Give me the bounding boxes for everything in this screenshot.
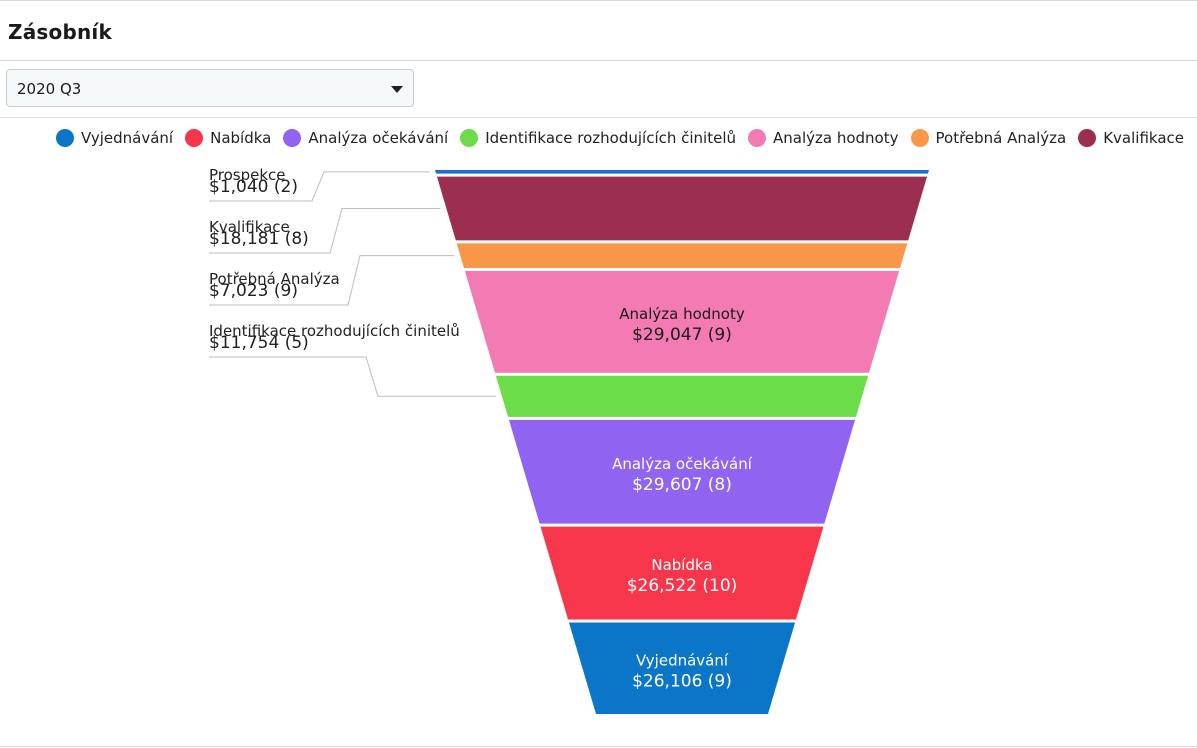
panel-bottom-border xyxy=(0,746,1197,747)
funnel-segment-name: Vyjednávání xyxy=(636,651,729,669)
legend-label: Nabídka xyxy=(210,129,272,147)
funnel-segment-value: $26,522 (10) xyxy=(627,576,738,596)
funnel-outside-label-value: $7,023 (9) xyxy=(209,281,298,301)
legend-item[interactable]: Analýza očekávání xyxy=(283,129,448,147)
legend-circle-icon xyxy=(185,129,204,147)
legend-item[interactable]: Identifikace rozhodujících činitelů xyxy=(460,129,736,147)
funnel-outside-label-value: $11,754 (5) xyxy=(209,333,309,353)
funnel-segment[interactable] xyxy=(540,526,824,620)
legend-label: Vyjednávání xyxy=(81,129,174,147)
legend-item[interactable]: Nabídka xyxy=(185,129,271,147)
period-select[interactable]: 2020 Q3 xyxy=(6,69,414,107)
legend-label: Kvalifikace xyxy=(1103,129,1184,147)
legend-circle-icon xyxy=(283,129,302,147)
panel-top-border xyxy=(0,0,1197,1)
funnel-outside-label-value: $18,181 (8) xyxy=(209,229,309,249)
funnel-outside-label-name: Prospekce xyxy=(209,166,286,184)
page-title: Zásobník xyxy=(8,20,112,44)
legend-item[interactable]: Potřebná Analýza xyxy=(910,129,1067,147)
period-select-value: 2020 Q3 xyxy=(17,80,82,98)
funnel-segment[interactable] xyxy=(508,419,856,524)
chart-legend: Vyjednávání Nabídka Analýza očekávání Ident… xyxy=(56,129,1196,153)
funnel-segment-name: Nabídka xyxy=(651,556,712,574)
legend-label: Identifikace rozhodujících činitelů xyxy=(485,129,736,147)
funnel-outside-label-name: Potřebná Analýza xyxy=(209,270,340,288)
label-leader-line xyxy=(209,171,430,202)
funnel-segment-value: $29,607 (8) xyxy=(632,475,732,495)
filter-bar: 2020 Q3 xyxy=(0,61,1197,118)
chevron-down-icon[interactable] xyxy=(391,86,403,93)
label-leader-line xyxy=(209,255,455,306)
legend-circle-icon xyxy=(910,129,929,147)
legend-circle-icon xyxy=(460,129,479,147)
legend-item[interactable]: Vyjednávání xyxy=(56,129,173,147)
funnel-segment[interactable] xyxy=(568,622,796,714)
legend-label: Analýza hodnoty xyxy=(773,129,899,147)
panel-header: Zásobník xyxy=(0,1,1197,61)
legend-circle-icon xyxy=(56,129,74,147)
funnel-segment-value: $29,047 (9) xyxy=(632,325,732,345)
funnel-segment-name: Analýza očekávání xyxy=(612,455,753,473)
legend-circle-icon xyxy=(1078,129,1097,147)
funnel-segment-name: Analýza hodnoty xyxy=(619,305,745,323)
label-leader-line xyxy=(209,207,441,254)
funnel-segment[interactable] xyxy=(464,270,900,373)
legend-label: Potřebná Analýza xyxy=(935,129,1067,147)
funnel-segment[interactable] xyxy=(456,243,908,268)
legend-item[interactable]: Analýza hodnoty xyxy=(748,129,899,147)
funnel-segment[interactable] xyxy=(495,375,869,417)
label-leader-line xyxy=(209,356,496,397)
funnel-segment[interactable] xyxy=(435,170,929,174)
legend-label: Analýza očekávání xyxy=(308,129,449,147)
funnel-outside-label-value: $1,040 (2) xyxy=(209,177,298,197)
funnel-outside-label-name: Identifikace rozhodujících činitelů xyxy=(209,322,460,340)
funnel-outside-label-name: Kvalifikace xyxy=(209,218,290,236)
legend-circle-icon xyxy=(748,129,766,147)
funnel-segment-value: $26,106 (9) xyxy=(632,671,732,691)
funnel-segment[interactable] xyxy=(436,176,928,241)
legend-item[interactable]: Kvalifikace xyxy=(1078,129,1184,147)
